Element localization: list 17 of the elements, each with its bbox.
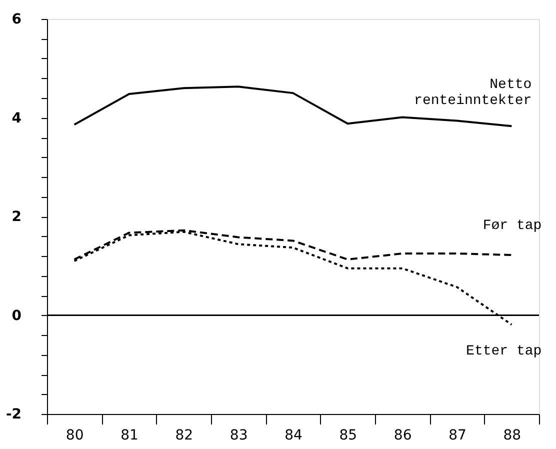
x-tick-label: 88 [503,428,522,444]
x-tick-label: 87 [448,428,466,444]
y-tick-label: -2 [6,406,22,422]
x-tick-label: 81 [120,428,138,444]
x-tick-label: 86 [394,428,412,444]
series-label: Netto renteinntekter [414,77,532,110]
text: Etter tap [466,344,542,360]
series-label: Før tap [482,218,542,234]
y-tick-label: 6 [12,12,22,28]
x-tick-label: 80 [66,428,84,444]
y-tick-label: 4 [12,110,22,126]
x-tick-label: 85 [339,428,358,444]
y-tick-label: 0 [12,308,22,324]
x-tick-label: 84 [284,428,302,444]
x-tick-label: 82 [175,428,194,444]
y-tick-label: 2 [12,209,22,225]
x-tick-label: 83 [230,428,248,444]
